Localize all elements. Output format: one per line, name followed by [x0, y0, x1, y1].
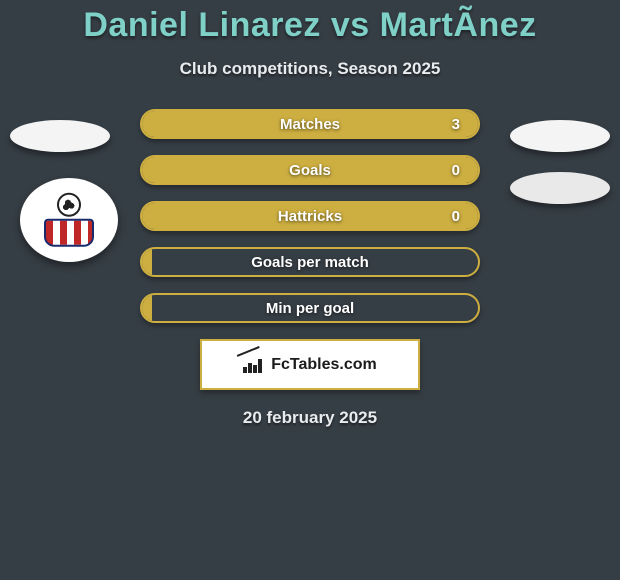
subtitle: Club competitions, Season 2025: [0, 59, 620, 79]
stats-list: Matches 3 Goals 0 Hattricks 0 Goals per …: [140, 109, 480, 323]
club-ball-icon: [57, 193, 81, 217]
stat-row-goals: Goals 0: [140, 155, 480, 185]
stat-row-goals-per-match: Goals per match: [140, 247, 480, 277]
player-right-avatar: [510, 120, 610, 152]
fctables-text: FcTables.com: [271, 356, 377, 374]
player-right-club-avatar: [510, 172, 610, 204]
player-left-avatar: [10, 120, 110, 152]
stat-value: 3: [452, 111, 460, 137]
stat-fill: [142, 249, 152, 275]
stat-row-matches: Matches 3: [140, 109, 480, 139]
stat-fill: [142, 111, 478, 137]
fctables-attribution[interactable]: FcTables.com: [200, 339, 420, 390]
page-title: Daniel Linarez vs MartÃ­nez: [0, 0, 620, 45]
player-left-club-crest: [20, 178, 118, 262]
club-stripes-icon: [44, 219, 94, 247]
stat-label: Goals per match: [142, 249, 478, 275]
stat-row-hattricks: Hattricks 0: [140, 201, 480, 231]
fctables-chart-icon: [243, 357, 265, 373]
stat-fill: [142, 157, 478, 183]
stat-value: 0: [452, 157, 460, 183]
stat-value: 0: [452, 203, 460, 229]
stat-fill: [142, 295, 152, 321]
stat-label: Min per goal: [142, 295, 478, 321]
stat-fill: [142, 203, 478, 229]
date-text: 20 february 2025: [0, 408, 620, 428]
stat-row-min-per-goal: Min per goal: [140, 293, 480, 323]
